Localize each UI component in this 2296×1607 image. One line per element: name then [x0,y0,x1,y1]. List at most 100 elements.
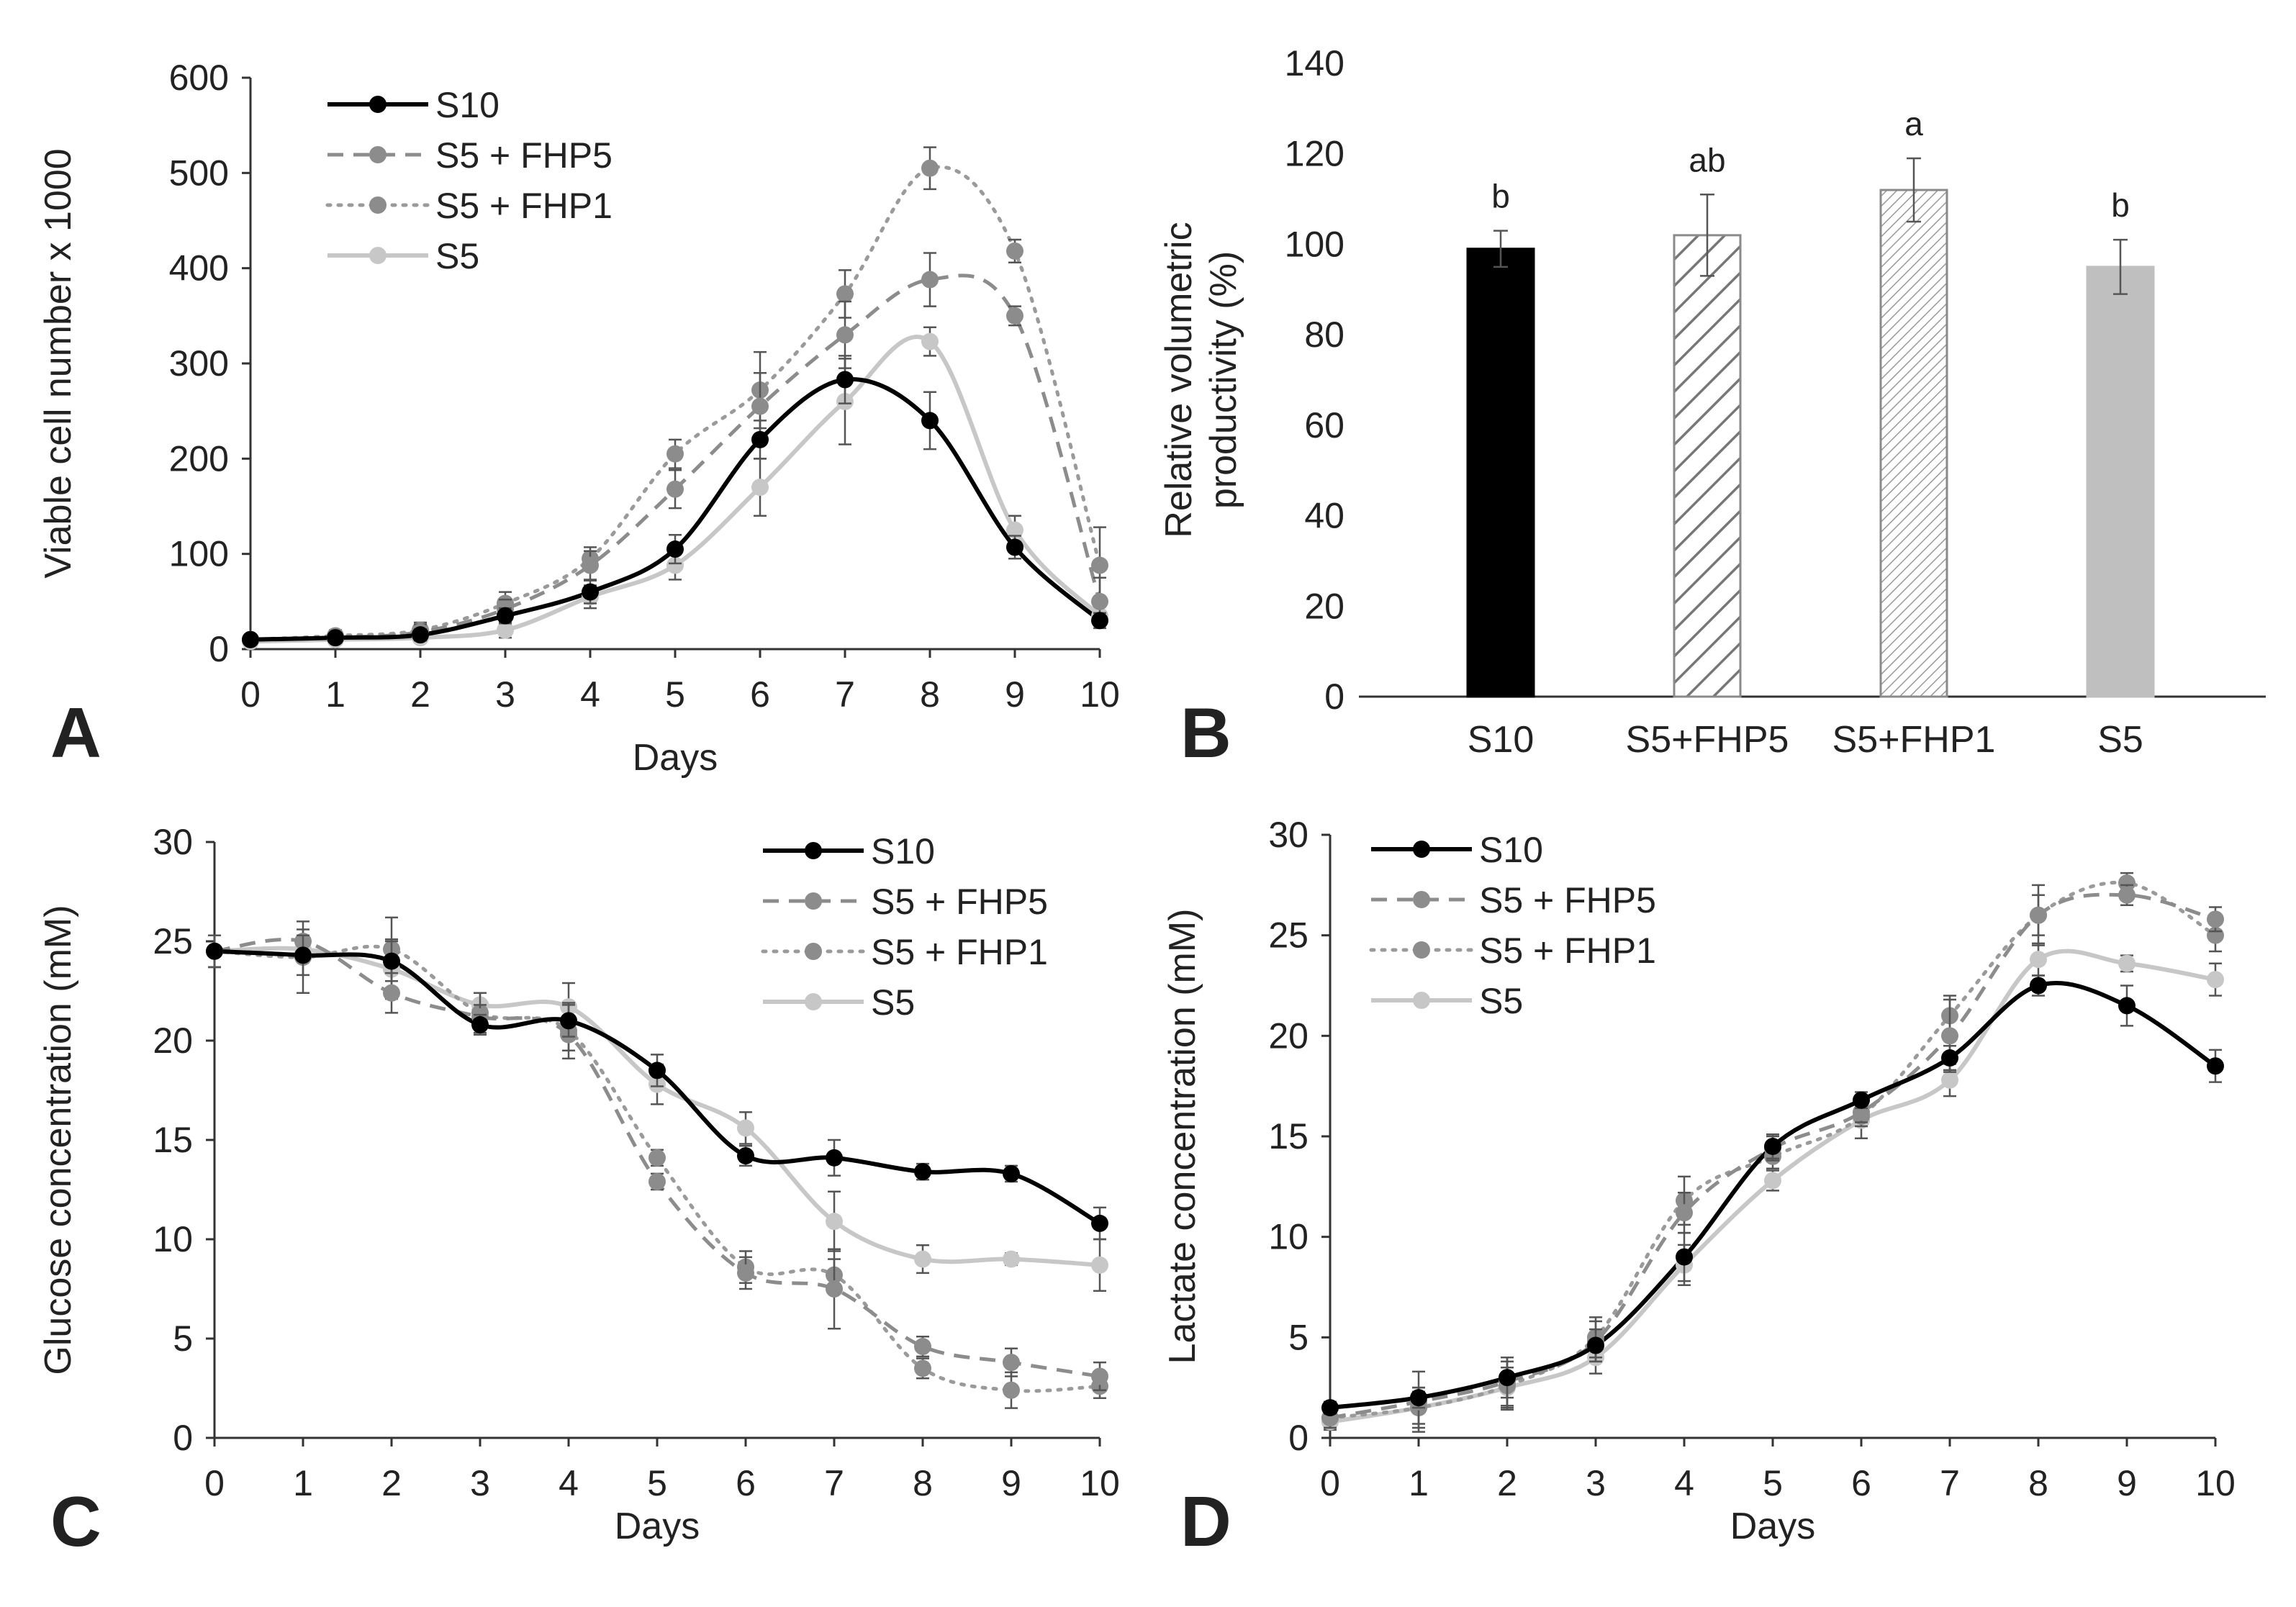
data-point-s5-fhp5 [836,326,854,344]
y-tick-label: 5 [173,1318,193,1359]
bar-s5-fhp5 [1673,234,1742,698]
x-tick-label: 7 [824,1463,844,1503]
series-line-s5-fhp1 [212,944,1102,1393]
data-point-s10 [582,583,599,601]
data-point-s10 [1676,1248,1693,1266]
data-point-s5-fhp1 [914,1359,931,1377]
data-point-s10 [327,629,344,647]
data-point-s5-fhp5 [2030,906,2047,924]
data-point-s10 [826,1149,843,1167]
x-tick-label: 0 [204,1463,225,1503]
y-tick-label: 40 [1304,496,1344,536]
y-axis-label-line-2: productivity (%) [1203,251,1244,509]
x-tick-label: 2 [1497,1463,1517,1503]
x-tick-label: 7 [1940,1463,1960,1503]
data-point-s5-fhp5 [826,1280,843,1298]
y-tick-label: 100 [1285,224,1344,264]
panel-a-viable-cell-chart: 0 100 200 300 400 500 600 0 1 2 3 4 5 6 7 8 9 10 Days Viabl… [37,58,1120,779]
y-tick-label: 0 [1324,676,1344,717]
x-tick-label: 2 [381,1463,402,1503]
data-point-s5-fhp1 [921,159,939,177]
data-point-s5-fhp1 [836,285,854,303]
data-point-s5 [666,556,684,574]
significance-label: b [2111,186,2130,224]
y-tick-label: 140 [1285,43,1344,83]
x-tick-label: 8 [920,674,940,715]
significance-label: ab [1689,141,1725,178]
data-point-s5-fhp5 [1091,592,1108,610]
legend-label-s5: S5 [871,982,915,1023]
x-tick-label: 0 [240,674,261,715]
series-line-s5-fhp1 [1328,880,2218,1420]
x-tick-label: 3 [1586,1463,1606,1503]
data-point-s5-fhp1 [1003,1381,1020,1399]
data-point-s5-fhp1 [1006,242,1023,260]
y-tick-label: 600 [169,58,229,98]
data-point-s5-fhp1 [666,445,684,463]
data-point-s5-fhp5 [648,1172,666,1190]
legend-marker-s5-fhp1 [805,943,822,960]
data-point-s10 [383,952,400,970]
legend-label-s5-fhp5: S5 + FHP5 [871,882,1048,922]
data-point-s5-fhp5 [2207,910,2224,928]
legend-label-s5: S5 [1479,981,1523,1021]
data-point-s10 [1321,1399,1339,1417]
x-tick-label: 6 [736,1463,756,1503]
y-tick-label: 80 [1304,314,1344,355]
significance-label: a [1904,105,1923,142]
legend-marker-s5 [369,247,387,264]
data-point-s10 [412,626,429,644]
y-tick-label: 25 [153,921,193,961]
bar-s10 [1466,248,1535,698]
data-point-s5 [1941,1071,1958,1089]
data-point-s10 [737,1147,754,1165]
series-line-s5-fhp1 [248,165,1102,642]
legend-label-s5-fhp1: S5 + FHP1 [871,932,1048,972]
x-axis-label: Days [615,1506,700,1547]
legend-marker-s5-fhp1 [1413,941,1430,959]
legend-label-s5-fhp5: S5 + FHP5 [435,135,613,176]
data-point-s10 [921,412,939,430]
y-tick-label: 20 [1304,586,1344,626]
y-tick-label: 120 [1285,134,1344,174]
data-point-s5 [1003,1250,1020,1268]
data-point-s5-fhp5 [921,271,939,289]
x-tick-label: 9 [2117,1463,2137,1503]
x-tick-label: 8 [2028,1463,2048,1503]
data-point-s10 [2207,1057,2224,1075]
data-point-s10 [1091,1214,1108,1232]
y-tick-label: 100 [169,534,229,574]
x-tick-label: 0 [1320,1463,1340,1503]
bar-s5 [2086,266,2155,698]
data-point-s5-fhp1 [2118,874,2135,892]
y-tick-label: 20 [153,1020,193,1061]
y-tick-label: 300 [169,343,229,384]
y-tick-label: 60 [1304,405,1344,445]
data-point-s10 [497,607,514,625]
x-tick-label: 1 [1409,1463,1429,1503]
x-tick-label: 5 [647,1463,667,1503]
x-tick-label: 10 [1080,674,1120,715]
y-tick-label: 30 [153,822,193,862]
panel-letter: B [1180,693,1231,772]
y-tick-label: 400 [169,248,229,289]
data-point-s5 [826,1213,843,1231]
legend-marker-s5-fhp5 [805,892,822,910]
y-axis-label: Viable cell number x 1000 [37,148,79,578]
y-tick-label: 10 [153,1219,193,1259]
data-point-s10 [1499,1369,1516,1387]
y-tick-label: 15 [153,1120,193,1160]
y-tick-label: 30 [1268,815,1309,855]
x-tick-label: 10 [2195,1463,2236,1503]
legend-marker-s5-fhp5 [369,146,387,163]
data-point-s10 [666,540,684,558]
data-point-s5 [1091,1256,1108,1274]
x-tick-label: 9 [1005,674,1025,715]
y-axis-label-line-1: Relative volumetric [1158,222,1200,538]
x-tick-label: 6 [750,674,770,715]
data-point-s10 [1003,1164,1020,1182]
data-point-s10 [648,1061,666,1079]
panel-d-lactate-chart: 0 5 10 15 20 25 30 0 1 2 3 4 5 6 7 8 9 10 Days Lactate conc… [1162,815,2236,1561]
data-point-s10 [294,946,312,964]
legend-marker-s5 [1413,992,1430,1009]
